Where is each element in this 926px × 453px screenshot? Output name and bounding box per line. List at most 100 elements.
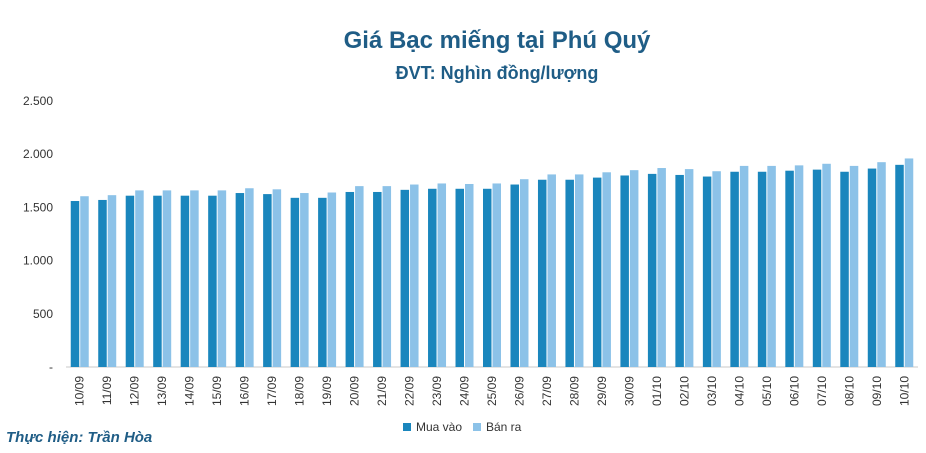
bar	[400, 189, 410, 367]
y-tick-label: 500	[33, 307, 53, 321]
bar	[794, 165, 804, 367]
x-tick-label: 28/09	[567, 376, 581, 406]
x-tick-label: 03/10	[705, 376, 719, 406]
legend-label: Mua vào	[416, 420, 462, 434]
bar	[492, 183, 501, 367]
x-tick-label: 04/10	[732, 376, 746, 406]
bar	[510, 184, 519, 367]
x-tick-label: 25/09	[485, 376, 499, 406]
x-tick-label: 22/09	[403, 376, 417, 406]
x-tick-label: 19/09	[320, 376, 334, 406]
x-tick-label: 05/10	[760, 376, 774, 406]
bar	[812, 169, 822, 367]
bar	[757, 171, 767, 367]
bar	[98, 199, 107, 367]
bar	[483, 188, 492, 367]
x-tick-label: 16/09	[238, 376, 252, 406]
bar	[465, 183, 474, 367]
y-tick-label: -	[49, 360, 53, 374]
bar	[318, 197, 327, 367]
bar	[895, 164, 904, 367]
bar	[849, 165, 859, 367]
bar	[904, 158, 914, 367]
x-tick-label: 29/09	[595, 376, 609, 406]
bar	[877, 162, 886, 367]
x-tick-label: 18/09	[293, 376, 307, 406]
bar	[80, 196, 89, 367]
x-axis: 10/09 11/09 12/09 13/09 14/09 15/09 16/09 17/09…	[73, 376, 912, 406]
bars	[70, 158, 914, 367]
x-tick-label: 12/09	[128, 376, 142, 406]
bar	[345, 191, 355, 367]
bar	[437, 183, 447, 367]
bar	[290, 197, 300, 367]
bar	[382, 186, 392, 367]
bar	[785, 170, 794, 367]
y-axis: - 500 1.000 1.500 2.000 2.500	[23, 94, 53, 374]
bar	[107, 195, 117, 367]
bar	[125, 195, 135, 367]
bar	[373, 191, 382, 367]
x-tick-label: 07/10	[815, 376, 829, 406]
bar	[135, 190, 144, 367]
y-tick-label: 2.000	[23, 147, 53, 161]
x-tick-label: 10/09	[73, 376, 87, 406]
y-tick-label: 1.500	[23, 200, 53, 214]
bar	[840, 171, 849, 367]
bar	[675, 174, 684, 367]
x-tick-label: 10/10	[897, 376, 911, 406]
x-tick-label: 15/09	[210, 376, 224, 406]
bar	[410, 184, 419, 367]
x-tick-label: 26/09	[512, 376, 526, 406]
bar	[180, 195, 190, 367]
x-tick-label: 17/09	[265, 376, 279, 406]
bar	[767, 165, 776, 367]
legend-swatch	[473, 423, 481, 431]
chart-title: Giá Bạc miếng tại Phú Quý	[344, 27, 651, 54]
bar	[702, 176, 712, 367]
bar	[537, 179, 547, 367]
bar	[300, 193, 309, 367]
x-tick-label: 24/09	[458, 376, 472, 406]
bar	[245, 188, 254, 367]
x-tick-label: 14/09	[183, 376, 197, 406]
bar	[70, 201, 80, 367]
bar	[684, 169, 694, 367]
x-tick-label: 30/09	[622, 376, 636, 406]
bar	[263, 194, 272, 367]
bar	[574, 174, 584, 367]
bar	[327, 192, 337, 367]
y-tick-label: 1.000	[23, 254, 53, 268]
x-tick-label: 13/09	[155, 376, 169, 406]
x-tick-label: 09/10	[870, 376, 884, 406]
x-tick-label: 01/10	[650, 376, 664, 406]
bar	[647, 173, 657, 367]
bar	[547, 174, 556, 367]
bar	[428, 188, 437, 367]
y-tick-label: 2.500	[23, 94, 53, 108]
bar	[455, 188, 465, 367]
x-tick-label: 21/09	[375, 376, 389, 406]
bar	[208, 195, 217, 367]
bar	[730, 171, 739, 367]
x-tick-label: 06/10	[787, 376, 801, 406]
x-tick-label: 11/09	[100, 376, 114, 405]
bar	[355, 186, 364, 367]
x-tick-label: 27/09	[540, 376, 554, 406]
bar	[153, 195, 162, 367]
bar	[519, 179, 529, 367]
bar	[620, 175, 629, 367]
bar	[217, 190, 227, 367]
chart-subtitle: ĐVT: Nghìn đồng/lượng	[396, 63, 599, 83]
bar	[235, 193, 245, 367]
credit-text: Thực hiện: Trần Hòa	[6, 429, 152, 446]
bar	[592, 177, 602, 367]
bar	[272, 189, 282, 367]
bar	[657, 168, 666, 367]
bar	[739, 165, 749, 367]
legend: Mua vào Bán ra	[403, 420, 522, 434]
bar	[190, 190, 199, 367]
x-tick-label: 02/10	[677, 376, 691, 406]
bar	[629, 170, 639, 367]
